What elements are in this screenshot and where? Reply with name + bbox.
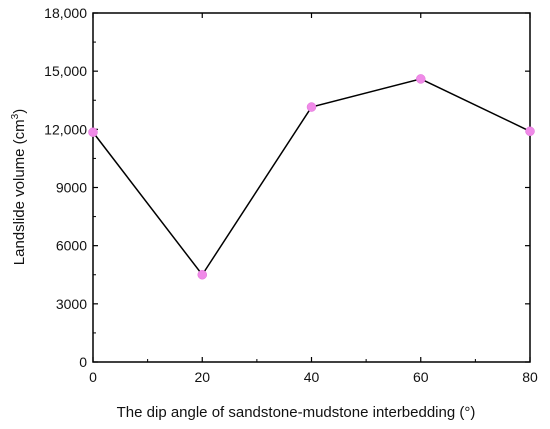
x-tick-label: 40 — [304, 369, 320, 385]
y-tick-label: 6000 — [56, 238, 87, 254]
y-tick-label: 0 — [79, 354, 87, 370]
y-tick-label: 12,000 — [44, 121, 87, 137]
y-axis-title-superscript: 3 — [10, 113, 21, 119]
x-tick-label: 0 — [89, 369, 97, 385]
y-axis-title: Landslide volume (cm3) — [10, 109, 28, 265]
x-axis: 0 20 40 60 80 — [89, 13, 538, 385]
data-points — [88, 74, 535, 280]
y-axis-title-close: ) — [11, 109, 28, 114]
data-point — [306, 102, 317, 112]
x-axis-title: The dip angle of sandstone-mudstone inte… — [117, 404, 476, 421]
y-tick-label: 9000 — [56, 180, 87, 196]
y-tick-label: 18,000 — [44, 5, 87, 21]
data-point — [416, 74, 426, 84]
y-tick-label: 3000 — [56, 296, 87, 312]
x-tick-label: 20 — [194, 369, 210, 385]
x-tick-label: 60 — [413, 369, 429, 385]
plot-frame — [92, 12, 531, 363]
data-point — [525, 126, 535, 137]
data-point — [197, 270, 207, 280]
y-tick-label: 15,000 — [44, 63, 87, 79]
x-tick-label: 80 — [522, 369, 538, 385]
y-axis-title-main: Landslide volume (cm — [11, 119, 28, 265]
y-axis: 0 3000 6000 9000 12,000 15,000 18,000 — [44, 5, 530, 370]
data-point — [88, 127, 98, 137]
